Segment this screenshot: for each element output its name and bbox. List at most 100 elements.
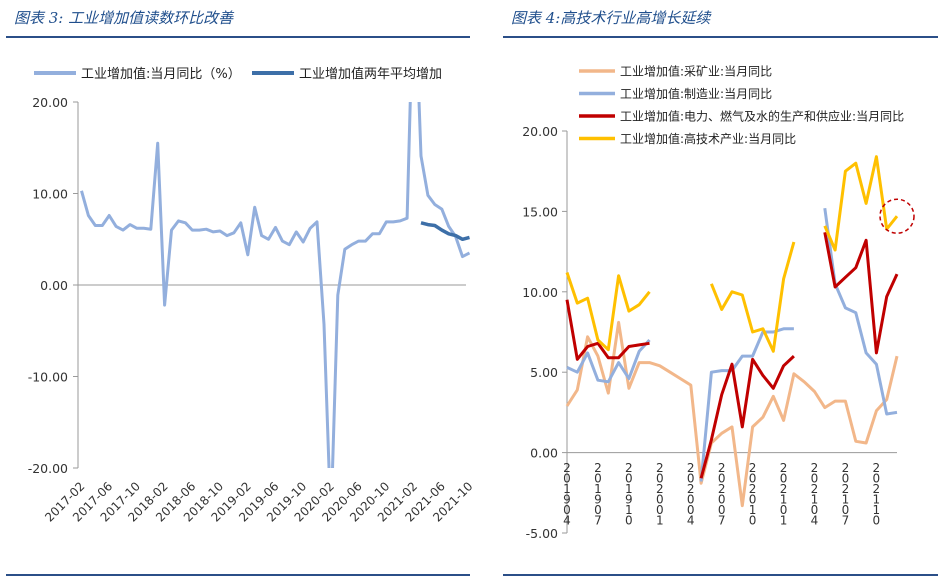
left-bottom-rule bbox=[6, 574, 470, 576]
right-y-tick-label: 0.00 bbox=[530, 446, 558, 461]
right-x-tick-char: 0 bbox=[625, 472, 633, 486]
right-x-tick-char: 1 bbox=[873, 493, 881, 507]
right-x-tick-char: 0 bbox=[873, 514, 881, 528]
right-x-tick-char: 2 bbox=[749, 482, 757, 496]
right-x-tick-char: 2 bbox=[842, 482, 850, 496]
right-x-tick-char: 2 bbox=[594, 461, 602, 475]
right-legend-label-0: 工业增加值:采矿业:当月同比 bbox=[620, 64, 772, 79]
right-x-tick-char: 1 bbox=[780, 514, 788, 528]
right-x-tick-char: 0 bbox=[811, 503, 819, 517]
right-x-tick-char: 2 bbox=[749, 461, 757, 475]
right-chart-svg: 工业增加值:采矿业:当月同比工业增加值:制造业:当月同比工业增加值:电力、燃气及… bbox=[522, 64, 915, 541]
right-x-tick-char: 0 bbox=[842, 503, 850, 517]
left-legend-label-1: 工业增加值两年平均增加 bbox=[299, 66, 442, 82]
right-x-tick-char: 1 bbox=[842, 493, 850, 507]
right-x-tick-char: 2 bbox=[873, 461, 881, 475]
right-x-tick-char: 4 bbox=[687, 514, 695, 528]
right-x-tick-char: 0 bbox=[563, 503, 571, 517]
left-title-rule bbox=[6, 36, 470, 38]
right-series-line-0 bbox=[565, 320, 899, 508]
left-legend-label-0: 工业增加值:当月同比（%） bbox=[81, 66, 241, 82]
right-x-tick-char: 9 bbox=[625, 493, 633, 507]
left-y-tick-label: -10.00 bbox=[28, 370, 68, 385]
right-x-tick-char: 0 bbox=[656, 503, 664, 517]
right-x-tick-char: 0 bbox=[873, 472, 881, 486]
left-y-tick-label: 0.00 bbox=[40, 278, 68, 293]
right-x-tick-char: 0 bbox=[687, 503, 695, 517]
right-x-tick-char: 2 bbox=[780, 461, 788, 475]
right-x-tick-char: 0 bbox=[842, 472, 850, 486]
right-x-tick-char: 0 bbox=[687, 493, 695, 507]
right-x-tick-char: 2 bbox=[687, 482, 695, 496]
right-x-tick-char: 2 bbox=[811, 461, 819, 475]
right-x-tick-char: 2 bbox=[656, 461, 664, 475]
right-x-tick-char: 1 bbox=[656, 514, 664, 528]
right-x-tick-char: 2 bbox=[718, 461, 726, 475]
left-chart-panel: 图表 3: 工业增加值读数环比改善 工业增加值:当月同比（%） 工业增加值两年平均… bbox=[6, 9, 476, 576]
right-x-tick-char: 1 bbox=[780, 493, 788, 507]
left-y-tick-label: 20.00 bbox=[32, 95, 68, 110]
right-chart-panel: 图表 4:高技术行业高增长延续 工业增加值:采矿业:当月同比 工业增加值:制造业:… bbox=[497, 0, 944, 579]
right-x-tick-char: 7 bbox=[842, 514, 850, 528]
right-x-tick-char: 2 bbox=[687, 461, 695, 475]
right-x-tick-char: 0 bbox=[749, 493, 757, 507]
right-x-tick-char: 2 bbox=[780, 482, 788, 496]
right-legend-label-3: 工业增加值:高技术产业:当月同比 bbox=[620, 131, 796, 146]
right-x-tick-char: 4 bbox=[811, 514, 819, 528]
right-series-line-2 bbox=[565, 232, 899, 479]
right-series-line-3 bbox=[565, 155, 899, 353]
right-x-tick-char: 0 bbox=[656, 493, 664, 507]
right-y-tick-label: 15.00 bbox=[522, 204, 558, 219]
right-x-tick-char: 7 bbox=[594, 514, 602, 528]
right-x-tick-char: 1 bbox=[625, 503, 633, 517]
right-x-tick-char: 2 bbox=[842, 461, 850, 475]
right-x-tick-char: 1 bbox=[563, 482, 571, 496]
left-series-line-0 bbox=[80, 102, 470, 468]
right-legend-label-2: 工业增加值:电力、燃气及水的生产和供应业:当月同比 bbox=[620, 109, 904, 124]
right-y-tick-label: 10.00 bbox=[522, 285, 558, 300]
right-x-tick-char: 0 bbox=[780, 503, 788, 517]
right-x-tick-char: 1 bbox=[811, 493, 819, 507]
right-x-tick-char: 2 bbox=[718, 482, 726, 496]
right-chart-title: 图表 4:高技术行业高增长延续 bbox=[511, 9, 711, 27]
right-y-tick-label: 20.00 bbox=[522, 124, 558, 139]
right-x-tick-char: 0 bbox=[749, 472, 757, 486]
right-x-tick-char: 0 bbox=[749, 514, 757, 528]
right-x-tick-char: 0 bbox=[718, 493, 726, 507]
right-x-tick-char: 0 bbox=[811, 472, 819, 486]
right-x-tick-char: 0 bbox=[594, 503, 602, 517]
left-series-line-1 bbox=[420, 221, 470, 242]
right-x-tick-char: 7 bbox=[718, 514, 726, 528]
right-x-tick-char: 1 bbox=[594, 482, 602, 496]
left-chart-title: 图表 3: 工业增加值读数环比改善 bbox=[14, 9, 234, 27]
right-x-tick-char: 0 bbox=[656, 472, 664, 486]
right-bottom-rule bbox=[503, 574, 938, 576]
right-x-tick-char: 2 bbox=[563, 461, 571, 475]
right-x-tick-char: 1 bbox=[873, 503, 881, 517]
right-series-line-1 bbox=[566, 207, 898, 482]
right-x-tick-char: 0 bbox=[718, 472, 726, 486]
right-x-tick-char: 4 bbox=[563, 514, 571, 528]
right-x-tick-char: 2 bbox=[625, 461, 633, 475]
right-x-tick-char: 0 bbox=[687, 472, 695, 486]
right-x-tick-char: 2 bbox=[656, 482, 664, 496]
right-x-tick-char: 1 bbox=[625, 482, 633, 496]
right-x-tick-char: 0 bbox=[563, 472, 571, 486]
right-y-tick-label: -5.00 bbox=[526, 526, 558, 541]
right-x-tick-char: 0 bbox=[718, 503, 726, 517]
right-x-tick-char: 1 bbox=[749, 503, 757, 517]
right-x-tick-char: 0 bbox=[780, 472, 788, 486]
right-x-tick-char: 0 bbox=[594, 472, 602, 486]
right-highlight-circle bbox=[879, 198, 915, 234]
right-x-tick-char: 2 bbox=[873, 482, 881, 496]
left-y-tick-label: 10.00 bbox=[32, 187, 68, 202]
right-x-tick-char: 2 bbox=[811, 482, 819, 496]
left-chart-svg: 工业增加值:当月同比（%） 工业增加值两年平均增加 20.00 10.00 0.00 -1… bbox=[28, 66, 476, 525]
right-title-rule bbox=[503, 36, 938, 38]
left-y-tick-label: -20.00 bbox=[28, 461, 68, 476]
right-y-tick-label: 5.00 bbox=[530, 365, 558, 380]
right-x-tick-char: 0 bbox=[625, 514, 633, 528]
right-legend-label-1: 工业增加值:制造业:当月同比 bbox=[620, 86, 772, 101]
right-x-tick-char: 9 bbox=[594, 493, 602, 507]
right-x-tick-char: 9 bbox=[563, 493, 571, 507]
